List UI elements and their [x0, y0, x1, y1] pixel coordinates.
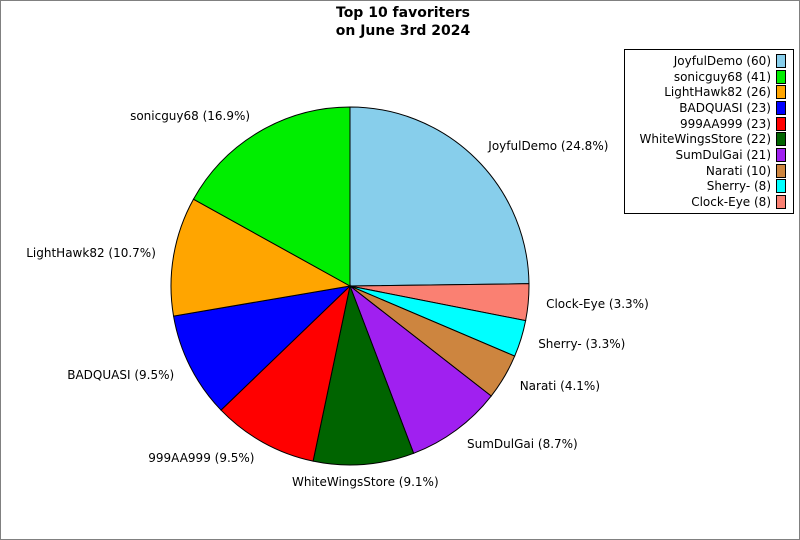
legend-swatch — [776, 147, 786, 162]
legend-label: JoyfulDemo (60) — [673, 53, 771, 68]
pie-slice-JoyfulDemo — [349, 106, 530, 287]
legend-item-WhiteWingsStore: WhiteWingsStore (22) — [625, 132, 793, 147]
legend-item-JoyfulDemo: JoyfulDemo (60) — [625, 53, 793, 68]
legend-item-SumDulGai: SumDulGai (21) — [625, 147, 793, 162]
pie-slice-WhiteWingsStore — [312, 284, 415, 466]
pie-slice-sonicguy68 — [192, 106, 351, 287]
legend-swatch — [776, 116, 786, 131]
legend-item-999AA999: 999AA999 (23) — [625, 116, 793, 131]
legend-item-LightHawk82: LightHawk82 (26) — [625, 85, 793, 100]
legend-label: SumDulGai (21) — [675, 147, 771, 162]
legend-swatch — [776, 163, 786, 178]
pie-slice-BADQUASI — [172, 285, 352, 411]
legend-item-Sherry-: Sherry- (8) — [625, 179, 793, 194]
legend-item-Clock-Eye: Clock-Eye (8) — [625, 195, 793, 210]
slice-label-Clock-Eye: Clock-Eye (3.3%) — [546, 296, 649, 311]
legend-label: Clock-Eye (8) — [691, 195, 771, 210]
slice-label-WhiteWingsStore: WhiteWingsStore (9.1%) — [291, 475, 439, 490]
pie-slice-SumDulGai — [348, 284, 492, 454]
legend-swatch — [776, 132, 786, 147]
slice-label-SumDulGai: SumDulGai (8.7%) — [467, 437, 578, 452]
slice-label-LightHawk82: LightHawk82 (10.7%) — [26, 245, 156, 260]
chart-title-line-2: on June 3rd 2024 — [335, 23, 471, 39]
slice-label-JoyfulDemo: JoyfulDemo (24.8%) — [488, 138, 609, 153]
chart-title-line-1: Top 10 favoriters — [336, 5, 470, 21]
legend-item-sonicguy68: sonicguy68 (41) — [625, 69, 793, 84]
slice-label-Narati: Narati (4.1%) — [519, 378, 601, 393]
legend-swatch — [776, 195, 786, 210]
slice-label-sonicguy68: sonicguy68 (16.9%) — [130, 109, 251, 124]
legend-label: WhiteWingsStore (22) — [639, 132, 771, 147]
pie-slice-LightHawk82 — [170, 198, 352, 317]
legend-swatch — [776, 53, 786, 68]
legend: JoyfulDemo (60) sonicguy68 (41) LightHawk8… — [624, 49, 794, 214]
legend-label: 999AA999 (23) — [679, 116, 771, 131]
legend-swatch — [776, 100, 786, 115]
legend-item-Narati: Narati (10) — [625, 163, 793, 178]
legend-swatch — [776, 179, 786, 194]
pie-slice-999AA999 — [220, 284, 351, 462]
legend-label: LightHawk82 (26) — [664, 85, 771, 100]
legend-item-BADQUASI: BADQUASI (23) — [625, 100, 793, 115]
legend-label: sonicguy68 (41) — [673, 69, 771, 84]
chart-title: Top 10 favoriters on June 3rd 2024 — [3, 4, 799, 40]
legend-label: Sherry- (8) — [706, 179, 771, 194]
slice-label-Sherry-: Sherry- (3.3%) — [538, 336, 626, 351]
legend-label: BADQUASI (23) — [679, 100, 771, 115]
legend-swatch — [776, 69, 786, 84]
legend-label: Narati (10) — [705, 163, 771, 178]
slice-label-BADQUASI: BADQUASI (9.5%) — [67, 367, 175, 382]
legend-swatch — [776, 85, 786, 100]
slice-label-999AA999: 999AA999 (9.5%) — [148, 451, 255, 466]
